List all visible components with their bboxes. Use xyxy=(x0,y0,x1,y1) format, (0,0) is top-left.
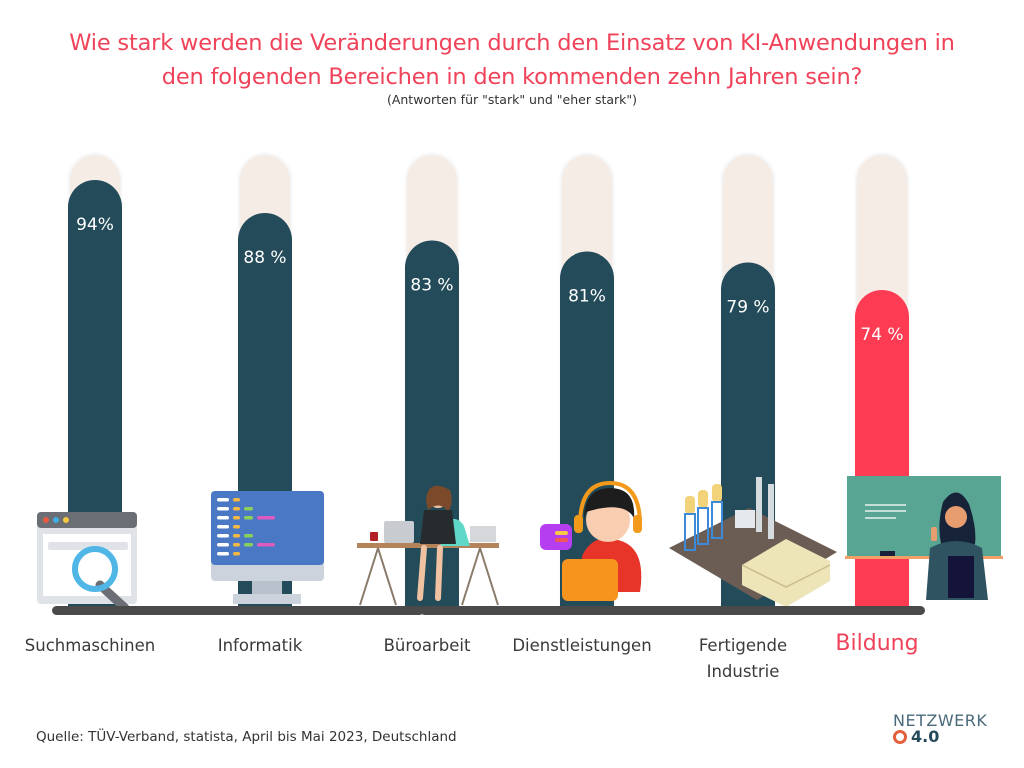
office-worker-icon xyxy=(357,485,499,606)
category-label-line: Dienstleistungen xyxy=(512,636,652,655)
logo-bottom-row: 4.0 xyxy=(893,727,993,746)
search-browser-icon xyxy=(37,512,137,613)
data-label: 79 % xyxy=(726,298,769,318)
chart-title-line-2: den folgenden Bereichen in den kommenden… xyxy=(161,64,863,90)
logo-text-top: NETZWERK xyxy=(893,711,988,730)
category-label: Dienstleistungen xyxy=(497,633,667,659)
teacher-icon xyxy=(845,476,1003,600)
chart-subtitle: (Antworten für "stark" und "eher stark") xyxy=(386,92,638,107)
data-label: 83 % xyxy=(410,276,453,296)
data-label: 81% xyxy=(568,287,606,307)
category-label: Büroarbeit xyxy=(342,633,512,659)
factory-icon xyxy=(669,477,837,607)
logo-text-bottom: 4.0 xyxy=(911,727,940,746)
category-label-line: Fertigende xyxy=(698,636,788,655)
call-center-agent-icon xyxy=(540,480,642,601)
data-label: 74 % xyxy=(860,325,903,345)
bar-büroarbeit xyxy=(405,240,459,611)
category-label-line: Büroarbeit xyxy=(383,636,471,655)
bar-suchmaschinen xyxy=(68,180,122,610)
logo-q-icon xyxy=(893,729,907,744)
category-label-line: Informatik xyxy=(217,636,303,655)
category-label: Informatik xyxy=(175,633,345,659)
data-label: 94% xyxy=(76,215,114,235)
baseline-right xyxy=(420,606,925,615)
category-label-line: Suchmaschinen xyxy=(24,636,156,655)
source-note: Quelle: TÜV-Verband, statista, April bis… xyxy=(36,729,457,745)
data-label: 88 % xyxy=(243,248,286,268)
chart-title-line-1: Wie stark werden die Veränderungen durch… xyxy=(69,30,955,56)
category-label: Bildung xyxy=(792,631,962,657)
category-label-line: Bildung xyxy=(835,631,919,656)
category-label: Fertigende Industrie xyxy=(658,633,828,685)
baseline xyxy=(52,606,424,615)
chart-title: Wie stark werden die Veränderungen durch… xyxy=(0,26,1024,94)
category-label-line: Industrie xyxy=(706,662,780,681)
netzwerk-q40-logo: NETZWERK 4.0 xyxy=(893,711,993,746)
code-monitor-icon xyxy=(211,491,324,604)
category-label: Suchmaschinen xyxy=(5,633,175,659)
